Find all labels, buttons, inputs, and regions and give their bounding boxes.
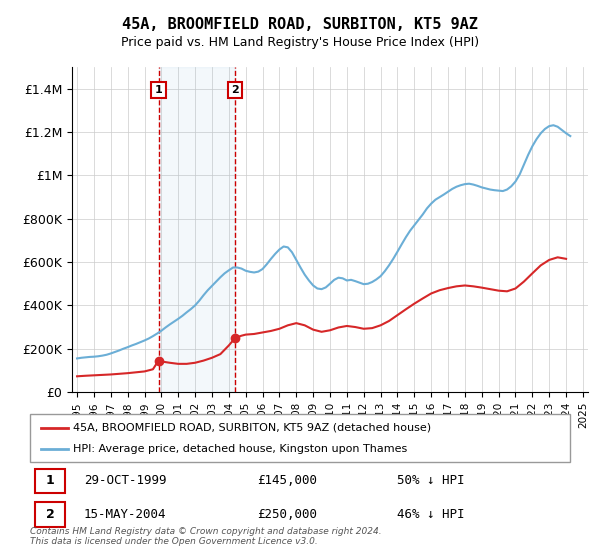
Text: 1: 1 <box>155 85 163 95</box>
Text: 46% ↓ HPI: 46% ↓ HPI <box>397 508 465 521</box>
Text: 2: 2 <box>46 508 55 521</box>
Text: 45A, BROOMFIELD ROAD, SURBITON, KT5 9AZ (detached house): 45A, BROOMFIELD ROAD, SURBITON, KT5 9AZ … <box>73 423 431 433</box>
Text: 29-OCT-1999: 29-OCT-1999 <box>84 474 167 487</box>
FancyBboxPatch shape <box>35 469 65 493</box>
Text: Price paid vs. HM Land Registry's House Price Index (HPI): Price paid vs. HM Land Registry's House … <box>121 36 479 49</box>
Text: 50% ↓ HPI: 50% ↓ HPI <box>397 474 465 487</box>
FancyBboxPatch shape <box>35 502 65 526</box>
Text: £145,000: £145,000 <box>257 474 317 487</box>
Text: 2: 2 <box>232 85 239 95</box>
Text: Contains HM Land Registry data © Crown copyright and database right 2024.
This d: Contains HM Land Registry data © Crown c… <box>30 526 382 546</box>
Text: 45A, BROOMFIELD ROAD, SURBITON, KT5 9AZ: 45A, BROOMFIELD ROAD, SURBITON, KT5 9AZ <box>122 17 478 32</box>
Text: 1: 1 <box>46 474 55 487</box>
Text: HPI: Average price, detached house, Kingston upon Thames: HPI: Average price, detached house, King… <box>73 444 407 454</box>
FancyBboxPatch shape <box>30 414 570 462</box>
Text: 15-MAY-2004: 15-MAY-2004 <box>84 508 167 521</box>
Text: £250,000: £250,000 <box>257 508 317 521</box>
Bar <box>158 67 235 392</box>
